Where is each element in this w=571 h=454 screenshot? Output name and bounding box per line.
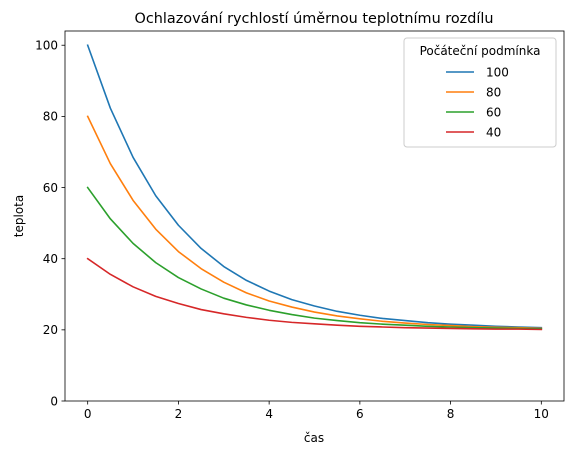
legend-label-100: 100 [486, 65, 509, 79]
series-line-60 [86, 186, 543, 330]
x-tick-label: 4 [265, 407, 273, 421]
legend-box [403, 37, 557, 148]
x-tick-label: 0 [84, 407, 92, 421]
y-tick-label: 20 [43, 323, 58, 337]
legend-label-80: 80 [486, 85, 501, 99]
series-layer [86, 44, 543, 331]
y-axis-ticks: 0 20 40 60 80 100 [35, 39, 65, 408]
x-tick-label: 6 [356, 407, 364, 421]
legend-entries: 100 80 60 40 [446, 65, 509, 139]
x-tick-label: 2 [175, 407, 183, 421]
y-tick-label: 40 [43, 252, 58, 266]
y-tick-label: 100 [35, 39, 58, 53]
x-tick-label: 8 [447, 407, 455, 421]
x-tick-label: 10 [534, 407, 549, 421]
y-tick-label: 0 [50, 394, 58, 408]
legend: Počáteční podmínka 100 80 60 40 [403, 37, 557, 148]
y-tick-label: 80 [43, 110, 58, 124]
legend-title: Počáteční podmínka [420, 44, 541, 58]
y-tick-label: 60 [43, 181, 58, 195]
chart-title: Ochlazování rychlostí úměrnou teplotnímu… [135, 11, 494, 27]
series-line-80 [86, 115, 543, 330]
legend-label-40: 40 [486, 125, 501, 139]
legend-label-60: 60 [486, 105, 501, 119]
series-line-40 [86, 257, 543, 331]
x-axis-label: čas [304, 431, 324, 445]
y-axis-label: teplota [12, 195, 26, 237]
series-line-100 [86, 44, 543, 329]
x-axis-ticks: 0 2 4 6 8 10 [84, 401, 549, 421]
